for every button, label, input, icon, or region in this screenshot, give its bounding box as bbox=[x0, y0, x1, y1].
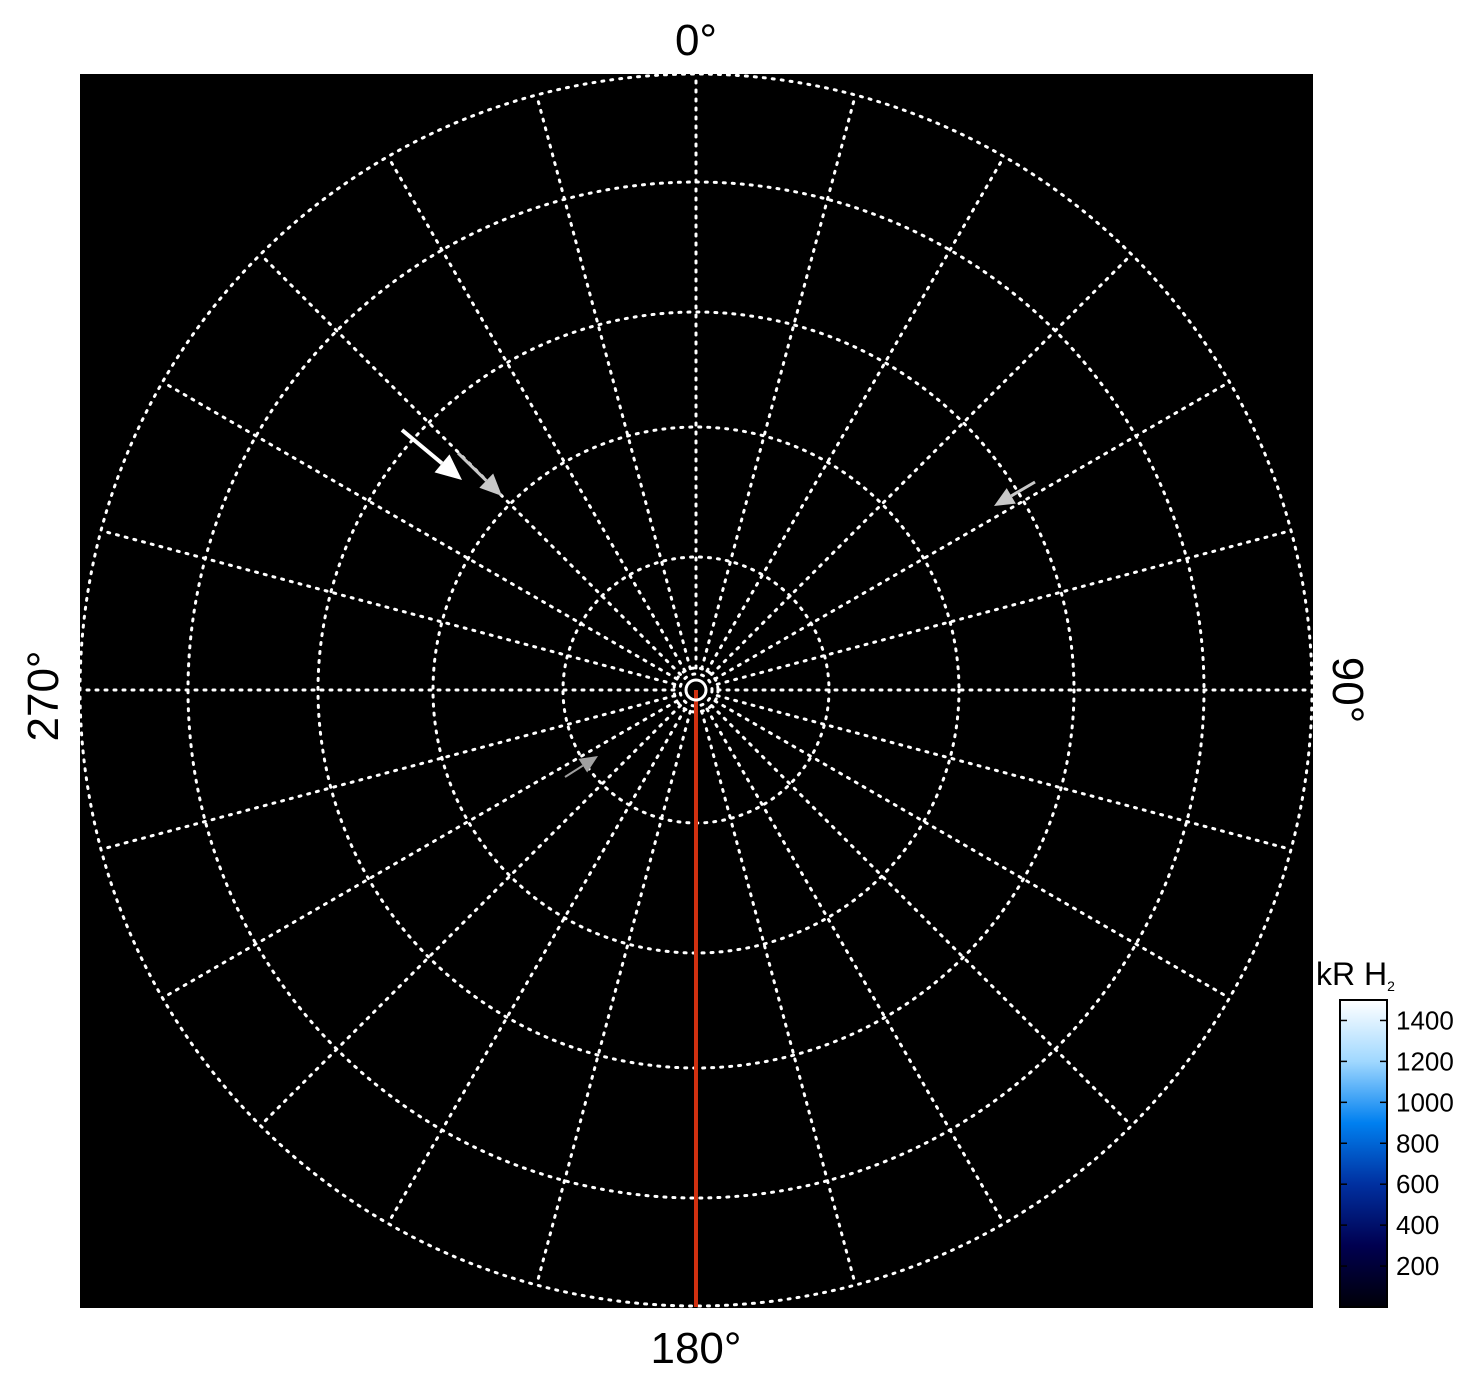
arrow-shaft bbox=[1010, 480, 1036, 498]
meridian-spoke bbox=[713, 699, 1231, 1000]
meridian-spoke bbox=[715, 694, 1293, 851]
colorbar-tick-label: 800 bbox=[1396, 1128, 1439, 1158]
meridian-spoke bbox=[705, 155, 1006, 673]
meridian-spoke bbox=[710, 252, 1134, 676]
meridian-spoke bbox=[705, 707, 1006, 1225]
colorbar-ticks: 200 400 600 800 1000 1200 1400 bbox=[1340, 1005, 1454, 1281]
meridian-spoke bbox=[715, 529, 1293, 686]
angle-label-270: 270° bbox=[19, 650, 68, 741]
latitude-circle bbox=[678, 672, 714, 708]
meridian-spoke bbox=[161, 699, 679, 1000]
colorbar-tick-label: 200 bbox=[1396, 1251, 1439, 1281]
meridian-spoke bbox=[99, 694, 677, 851]
arrow-head bbox=[994, 488, 1016, 506]
colorbar-tick-label: 1400 bbox=[1396, 1005, 1454, 1035]
colorbar-tick-label: 400 bbox=[1396, 1210, 1439, 1240]
colorbar-title: kR H2 bbox=[1316, 956, 1395, 994]
colorbar-tick-label: 1000 bbox=[1396, 1087, 1454, 1117]
arrows bbox=[400, 428, 1036, 778]
angle-label-180: 180° bbox=[650, 1324, 741, 1373]
polar-grid bbox=[78, 72, 1314, 1308]
meridian-spoke bbox=[700, 93, 857, 671]
angle-label-90: 90° bbox=[1323, 657, 1372, 724]
arrow-shaft bbox=[400, 428, 444, 465]
arrow-head bbox=[578, 756, 598, 773]
meridian-spoke bbox=[535, 93, 692, 671]
meridian-spoke bbox=[386, 707, 687, 1225]
arrow-head bbox=[434, 454, 462, 480]
meridian-spoke bbox=[535, 709, 692, 1287]
colorbar-tick-label: 600 bbox=[1396, 1169, 1439, 1199]
colorbar-tick-label: 1200 bbox=[1396, 1046, 1454, 1076]
meridian-spoke bbox=[99, 529, 677, 686]
meridian-spoke bbox=[161, 380, 679, 681]
arrow-shaft bbox=[564, 764, 584, 778]
meridian-spoke bbox=[713, 380, 1231, 681]
colorbar bbox=[1339, 999, 1388, 1308]
arrow-shaft bbox=[456, 451, 488, 482]
meridian-spoke bbox=[386, 155, 687, 673]
latitude-circle bbox=[78, 72, 1314, 1308]
meridian-spoke bbox=[700, 709, 857, 1287]
angle-label-0: 0° bbox=[675, 16, 717, 65]
meridian-spoke bbox=[710, 704, 1134, 1128]
meridian-spoke bbox=[258, 704, 682, 1128]
arrow-head bbox=[479, 473, 502, 496]
pole-marker bbox=[684, 678, 708, 702]
